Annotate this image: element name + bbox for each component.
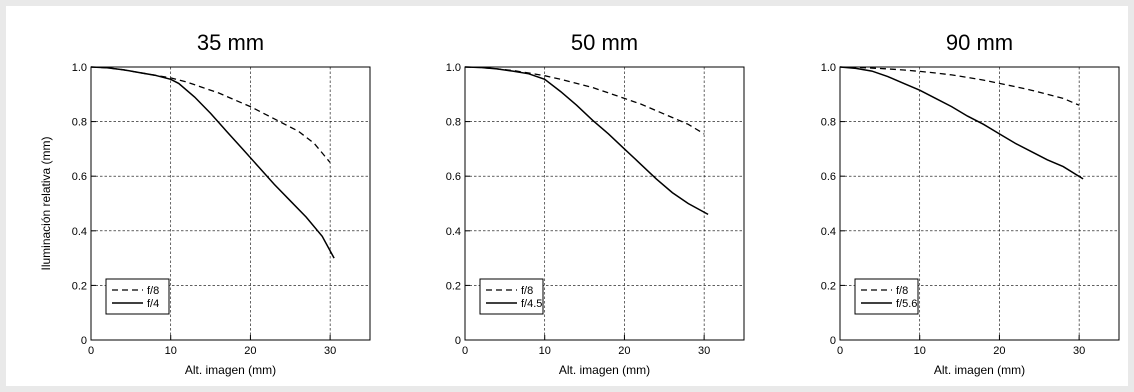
plot-frame xyxy=(464,66,745,341)
legend-label: f/8 xyxy=(521,285,533,297)
y-tick-label: 0.2 xyxy=(446,280,461,292)
series-line-f8 xyxy=(464,66,705,135)
chart-panel-2: 50 mm 0 10 20 30 0 0.2 0.4 0.6 0.8 1.0 Alt. imagen … xyxy=(446,30,745,377)
x-tick-label: 20 xyxy=(618,345,630,357)
y-tick-label: 0.4 xyxy=(821,226,836,238)
series-line-f4 xyxy=(90,66,335,259)
y-tick-label: 1.0 xyxy=(446,62,461,74)
x-axis-label: Alt. imagen (mm) xyxy=(559,363,650,377)
chart-panel-3: 90 mm 0 10 20 30 0 0.2 0.4 0.6 0.8 1.0 Alt. imagen … xyxy=(821,30,1120,377)
y-tick-label: 1.0 xyxy=(821,62,836,74)
x-axis-label: Alt. imagen (mm) xyxy=(934,363,1025,377)
y-tick-label: 0 xyxy=(830,335,836,347)
y-tick-label: 0 xyxy=(455,335,461,347)
x-tick-label: 0 xyxy=(462,345,468,357)
x-tick-label: 30 xyxy=(698,345,710,357)
x-tick-label: 10 xyxy=(914,345,926,357)
x-tick-label: 0 xyxy=(88,345,94,357)
x-tick-label: 30 xyxy=(324,345,336,357)
legend-box xyxy=(105,278,170,315)
x-tick-label: 20 xyxy=(244,345,256,357)
figure: 35 mm 0 10 20 30 0 0.2 0.4 0.6 0.8 1.0 Alt. imagen … xyxy=(6,6,1128,386)
legend-label: f/4.5 xyxy=(521,298,542,310)
x-tick-label: 10 xyxy=(165,345,177,357)
legend: f/8f/4 xyxy=(105,278,170,315)
y-tick-label: 0.6 xyxy=(72,171,87,183)
legend-box xyxy=(854,278,919,315)
y-tick-label: 0.6 xyxy=(446,171,461,183)
y-tick-label: 0.4 xyxy=(446,226,461,238)
legend-box xyxy=(479,278,544,315)
legend-label: f/4 xyxy=(147,298,159,310)
legend-label: f/8 xyxy=(896,285,908,297)
chart-title: 90 mm xyxy=(946,30,1013,55)
y-tick-label: 0.6 xyxy=(821,171,836,183)
y-axis-label: Iluminación relativa (mm) xyxy=(39,136,53,270)
legend: f/8f/4.5 xyxy=(479,278,544,315)
series-line-f8 xyxy=(839,66,1080,106)
legend-label: f/8 xyxy=(147,285,159,297)
x-axis-label: Alt. imagen (mm) xyxy=(185,363,276,377)
y-tick-label: 0.2 xyxy=(72,280,87,292)
legend: f/8f/5.6 xyxy=(854,278,919,315)
legend-label: f/5.6 xyxy=(896,298,917,310)
y-tick-label: 1.0 xyxy=(72,62,87,74)
plot-frame xyxy=(839,66,1120,341)
y-tick-label: 0.8 xyxy=(72,117,87,129)
chart-svg: 35 mm 0 10 20 30 0 0.2 0.4 0.6 0.8 1.0 Alt. imagen … xyxy=(39,30,1120,377)
y-tick-label: 0 xyxy=(81,335,87,347)
series-line-f8 xyxy=(90,66,331,163)
y-tick-label: 0.2 xyxy=(821,280,836,292)
x-tick-label: 0 xyxy=(837,345,843,357)
chart-title: 50 mm xyxy=(571,30,638,55)
y-tick-label: 0.8 xyxy=(821,117,836,129)
chart-panel-1: 35 mm 0 10 20 30 0 0.2 0.4 0.6 0.8 1.0 Alt. imagen … xyxy=(39,30,371,377)
chart-title: 35 mm xyxy=(197,30,264,55)
x-tick-label: 20 xyxy=(993,345,1005,357)
y-tick-label: 0.8 xyxy=(446,117,461,129)
y-tick-label: 0.4 xyxy=(72,226,87,238)
series-line-f5-6 xyxy=(839,66,1084,180)
series-line-f4-5 xyxy=(464,66,709,216)
x-tick-label: 10 xyxy=(539,345,551,357)
x-tick-label: 30 xyxy=(1073,345,1085,357)
plot-frame xyxy=(90,66,371,341)
